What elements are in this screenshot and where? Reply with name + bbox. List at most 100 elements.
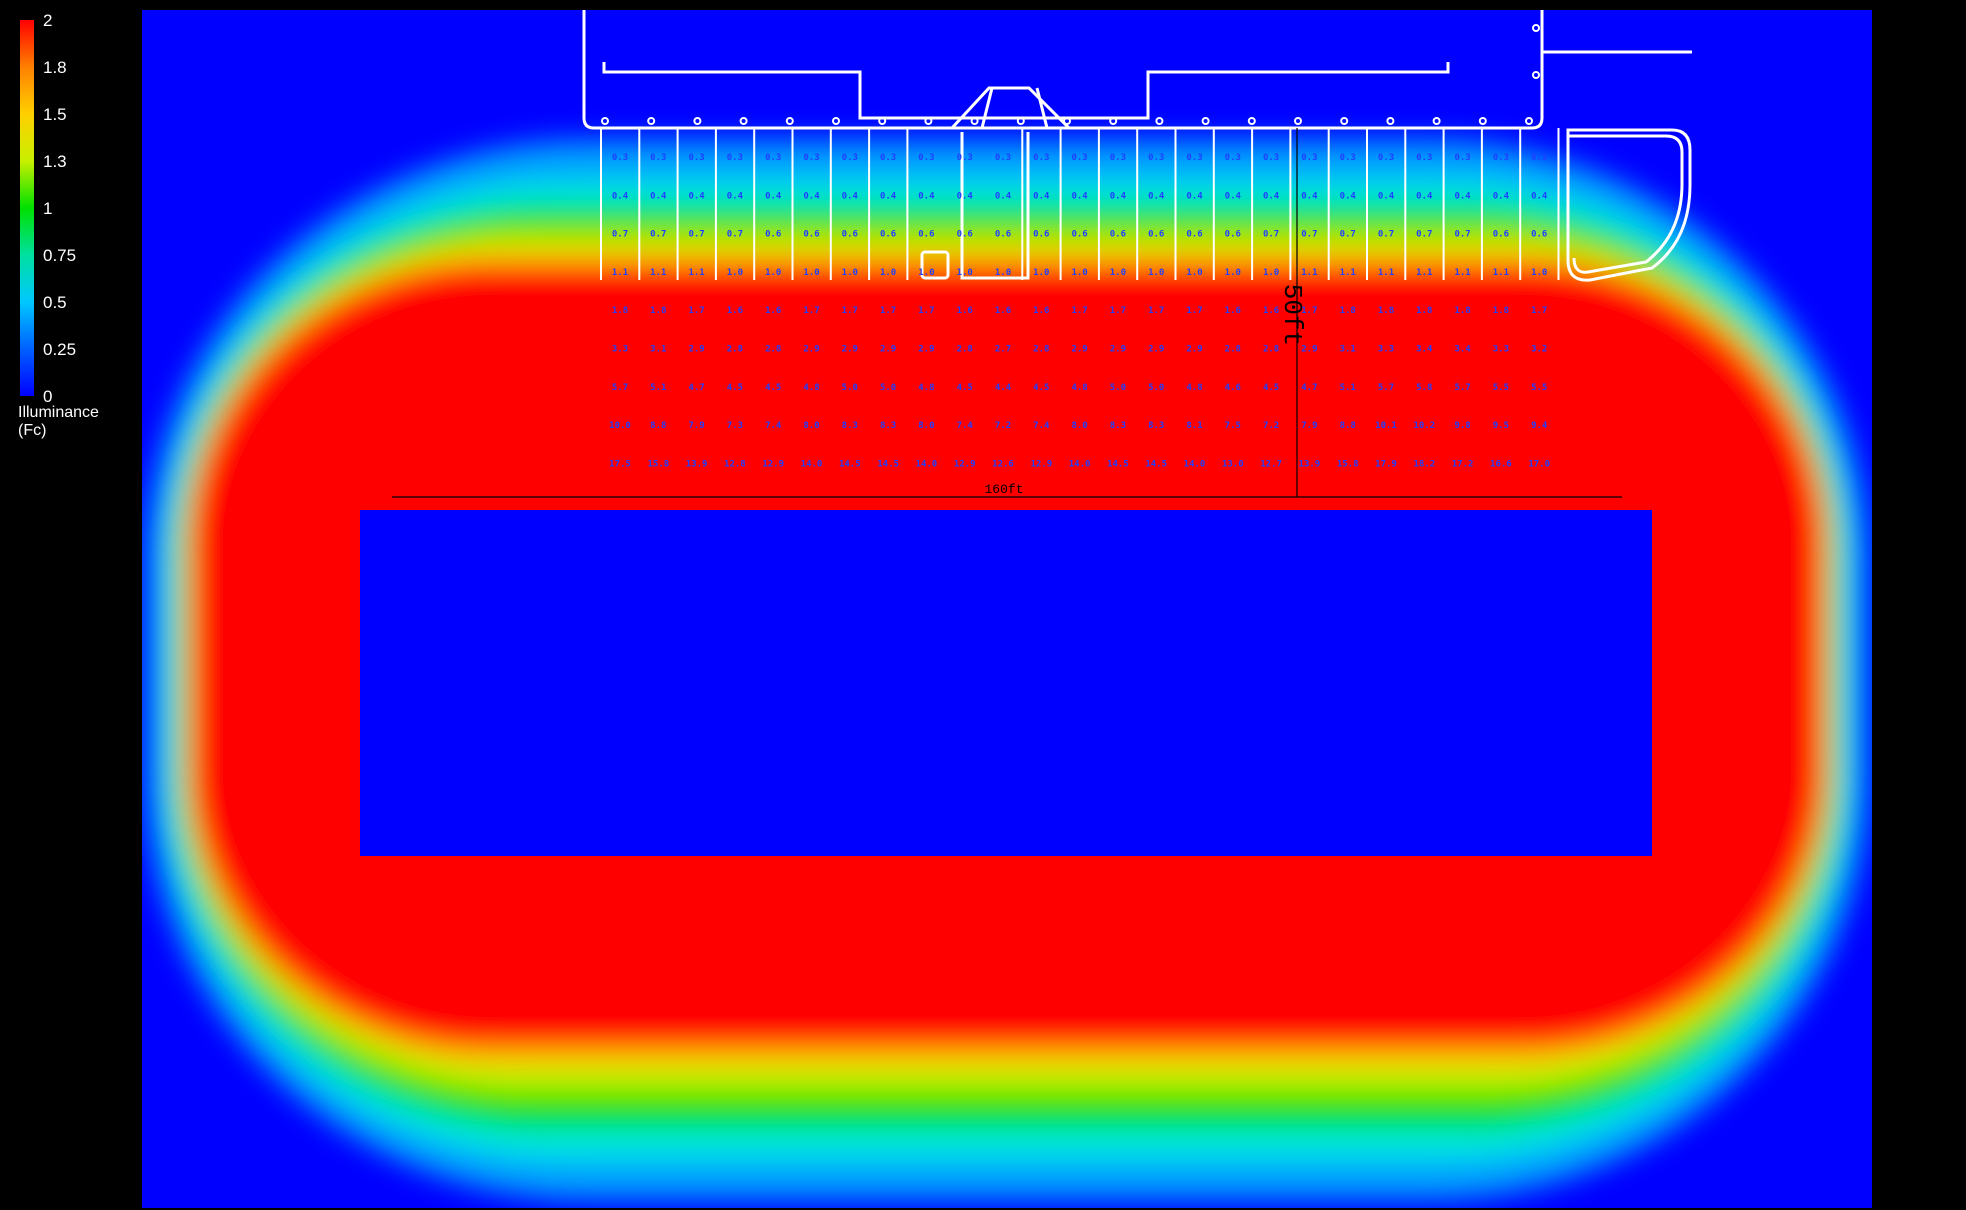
- calc-point-value: 5.7: [1378, 383, 1394, 393]
- calc-point-value: 1.7: [880, 306, 896, 316]
- column-marker: [878, 117, 887, 125]
- calc-point-value: 2.9: [1148, 345, 1164, 355]
- calc-point-value: 3.4: [1454, 345, 1471, 355]
- calc-point-value: 0.4: [1493, 191, 1510, 201]
- calc-point-value: 0.4: [688, 191, 705, 201]
- calc-point-value: 1.0: [1148, 268, 1164, 278]
- calc-point-value: 0.3: [1301, 153, 1317, 163]
- calc-point-value: 5.0: [1110, 383, 1126, 393]
- calc-point-value: 0.4: [1263, 191, 1280, 201]
- calc-point-value: 1.0: [880, 268, 896, 278]
- calc-point-value: 5.5: [1531, 383, 1547, 393]
- calc-point-value: 1.7: [1110, 306, 1126, 316]
- calc-point-value: 0.3: [1225, 153, 1241, 163]
- calc-point-value: 1.1: [1340, 268, 1356, 278]
- column-marker: [970, 117, 979, 125]
- calc-point-value: 1.0: [1071, 268, 1087, 278]
- calc-point-value: 5.7: [1454, 383, 1470, 393]
- legend-tick-label: 0: [43, 387, 53, 406]
- calc-point-value: 1.7: [918, 306, 934, 316]
- calc-point-value: 0.3: [957, 153, 973, 163]
- calc-point-value: 14.5: [877, 459, 899, 469]
- calc-point-value: 10.1: [1375, 421, 1397, 431]
- calc-point-value: 0.4: [1071, 191, 1088, 201]
- calc-point-value: 4.8: [1186, 383, 1202, 393]
- calc-point-value: 3.1: [1340, 345, 1356, 355]
- calc-point-value: 2.9: [1301, 345, 1317, 355]
- calc-point-value: 7.2: [1263, 421, 1279, 431]
- calc-point-value: 2.9: [1186, 345, 1202, 355]
- calc-point-value: 7.9: [1301, 421, 1317, 431]
- vertical-dimension-label: 50ft: [1277, 284, 1307, 346]
- calc-point-value: 0.3: [612, 153, 628, 163]
- illuminance-plot[interactable]: 160ft 50ft 0.3 0.3 0.3 0.3 0.3 0.3 0.3 0.3 0.3 0.…: [142, 10, 1872, 1208]
- calc-point-value: 8.3: [1110, 421, 1126, 431]
- calc-point-value: 16.6: [1490, 459, 1512, 469]
- calc-point-value: 3.1: [650, 345, 666, 355]
- calc-point-value: 4.5: [765, 383, 781, 393]
- calc-point-value: 0.7: [1340, 230, 1356, 240]
- calc-point-value: 1.8: [1340, 306, 1356, 316]
- calc-point-value: 14.5: [1107, 459, 1129, 469]
- legend-tick: [34, 255, 43, 257]
- calc-point-value: 0.7: [612, 230, 628, 240]
- calc-point-value: 17.5: [609, 459, 631, 469]
- calc-point-value: 8.0: [803, 421, 819, 431]
- calc-point-value: 0.4: [1378, 191, 1395, 201]
- calc-point-value: 0.4: [842, 191, 859, 201]
- calc-point-value: 0.7: [1378, 230, 1394, 240]
- calc-point-value: 7.4: [957, 421, 974, 431]
- calc-point-value: 1.8: [650, 306, 666, 316]
- calc-point-value: 0.7: [1416, 230, 1432, 240]
- calc-point-value: 1.1: [612, 268, 628, 278]
- calc-point-value: 9.5: [1493, 421, 1509, 431]
- calc-point-value: 0.3: [1340, 153, 1356, 163]
- calc-point-value: 0.3: [1263, 153, 1279, 163]
- column-marker: [1201, 117, 1210, 125]
- legend-title: Illuminance (Fc): [18, 404, 138, 440]
- calc-point-value: 1.7: [1531, 306, 1547, 316]
- calc-point-value: 9.4: [1531, 421, 1548, 431]
- calc-point-value: 1.1: [1301, 268, 1317, 278]
- horizontal-dimension-label: 160ft: [984, 482, 1023, 497]
- calc-point-value: 7.4: [1033, 421, 1050, 431]
- calc-point-value: 14.0: [1184, 459, 1206, 469]
- calc-point-value: 0.6: [803, 230, 819, 240]
- calc-point-value: 5.1: [650, 383, 666, 393]
- calc-point-value: 0.4: [918, 191, 935, 201]
- column-marker: [1525, 117, 1533, 125]
- calc-point-value: 0.4: [1186, 191, 1203, 201]
- calc-point-value: 0.3: [1033, 153, 1049, 163]
- calc-point-value: 3.4: [1416, 345, 1433, 355]
- calc-point-value: 0.4: [995, 191, 1012, 201]
- column-marker: [693, 117, 702, 125]
- calc-point-value: 0.4: [612, 191, 629, 201]
- calc-point-value: 4.7: [688, 383, 704, 393]
- calc-point-value: 0.3: [688, 153, 704, 163]
- legend-tick: [34, 302, 43, 304]
- calc-point-value: 12.9: [954, 459, 976, 469]
- calc-point-value: 0.3: [995, 153, 1011, 163]
- calc-point-value: 0.3: [1416, 153, 1432, 163]
- calc-point-value: 1.8: [1493, 306, 1509, 316]
- calc-point-value: 9.8: [1454, 421, 1470, 431]
- calc-point-value: 1.6: [1033, 306, 1049, 316]
- calc-point-value: 2.9: [1110, 345, 1126, 355]
- calc-point-value: 8.1: [1186, 421, 1202, 431]
- calc-point-value: 1.7: [1186, 306, 1202, 316]
- calc-point-value: 2.9: [803, 345, 819, 355]
- calc-point-value: 0.4: [1454, 191, 1471, 201]
- calc-point-value: 12.6: [992, 459, 1014, 469]
- calc-point-value: 1.0: [1263, 268, 1279, 278]
- column-marker: [1386, 117, 1395, 125]
- calc-point-value: 8.3: [842, 421, 858, 431]
- calc-point-value: 7.5: [1225, 421, 1241, 431]
- calc-point-value: 1.6: [957, 306, 973, 316]
- calc-point-value: 4.5: [1263, 383, 1279, 393]
- calc-point-value: 5.7: [612, 383, 628, 393]
- calc-point-value: 0.4: [957, 191, 974, 201]
- calc-point-value: 14.0: [1069, 459, 1091, 469]
- field-area: [360, 510, 1652, 856]
- calc-point-value: 0.7: [1263, 230, 1279, 240]
- calc-point-value: 0.6: [1225, 230, 1241, 240]
